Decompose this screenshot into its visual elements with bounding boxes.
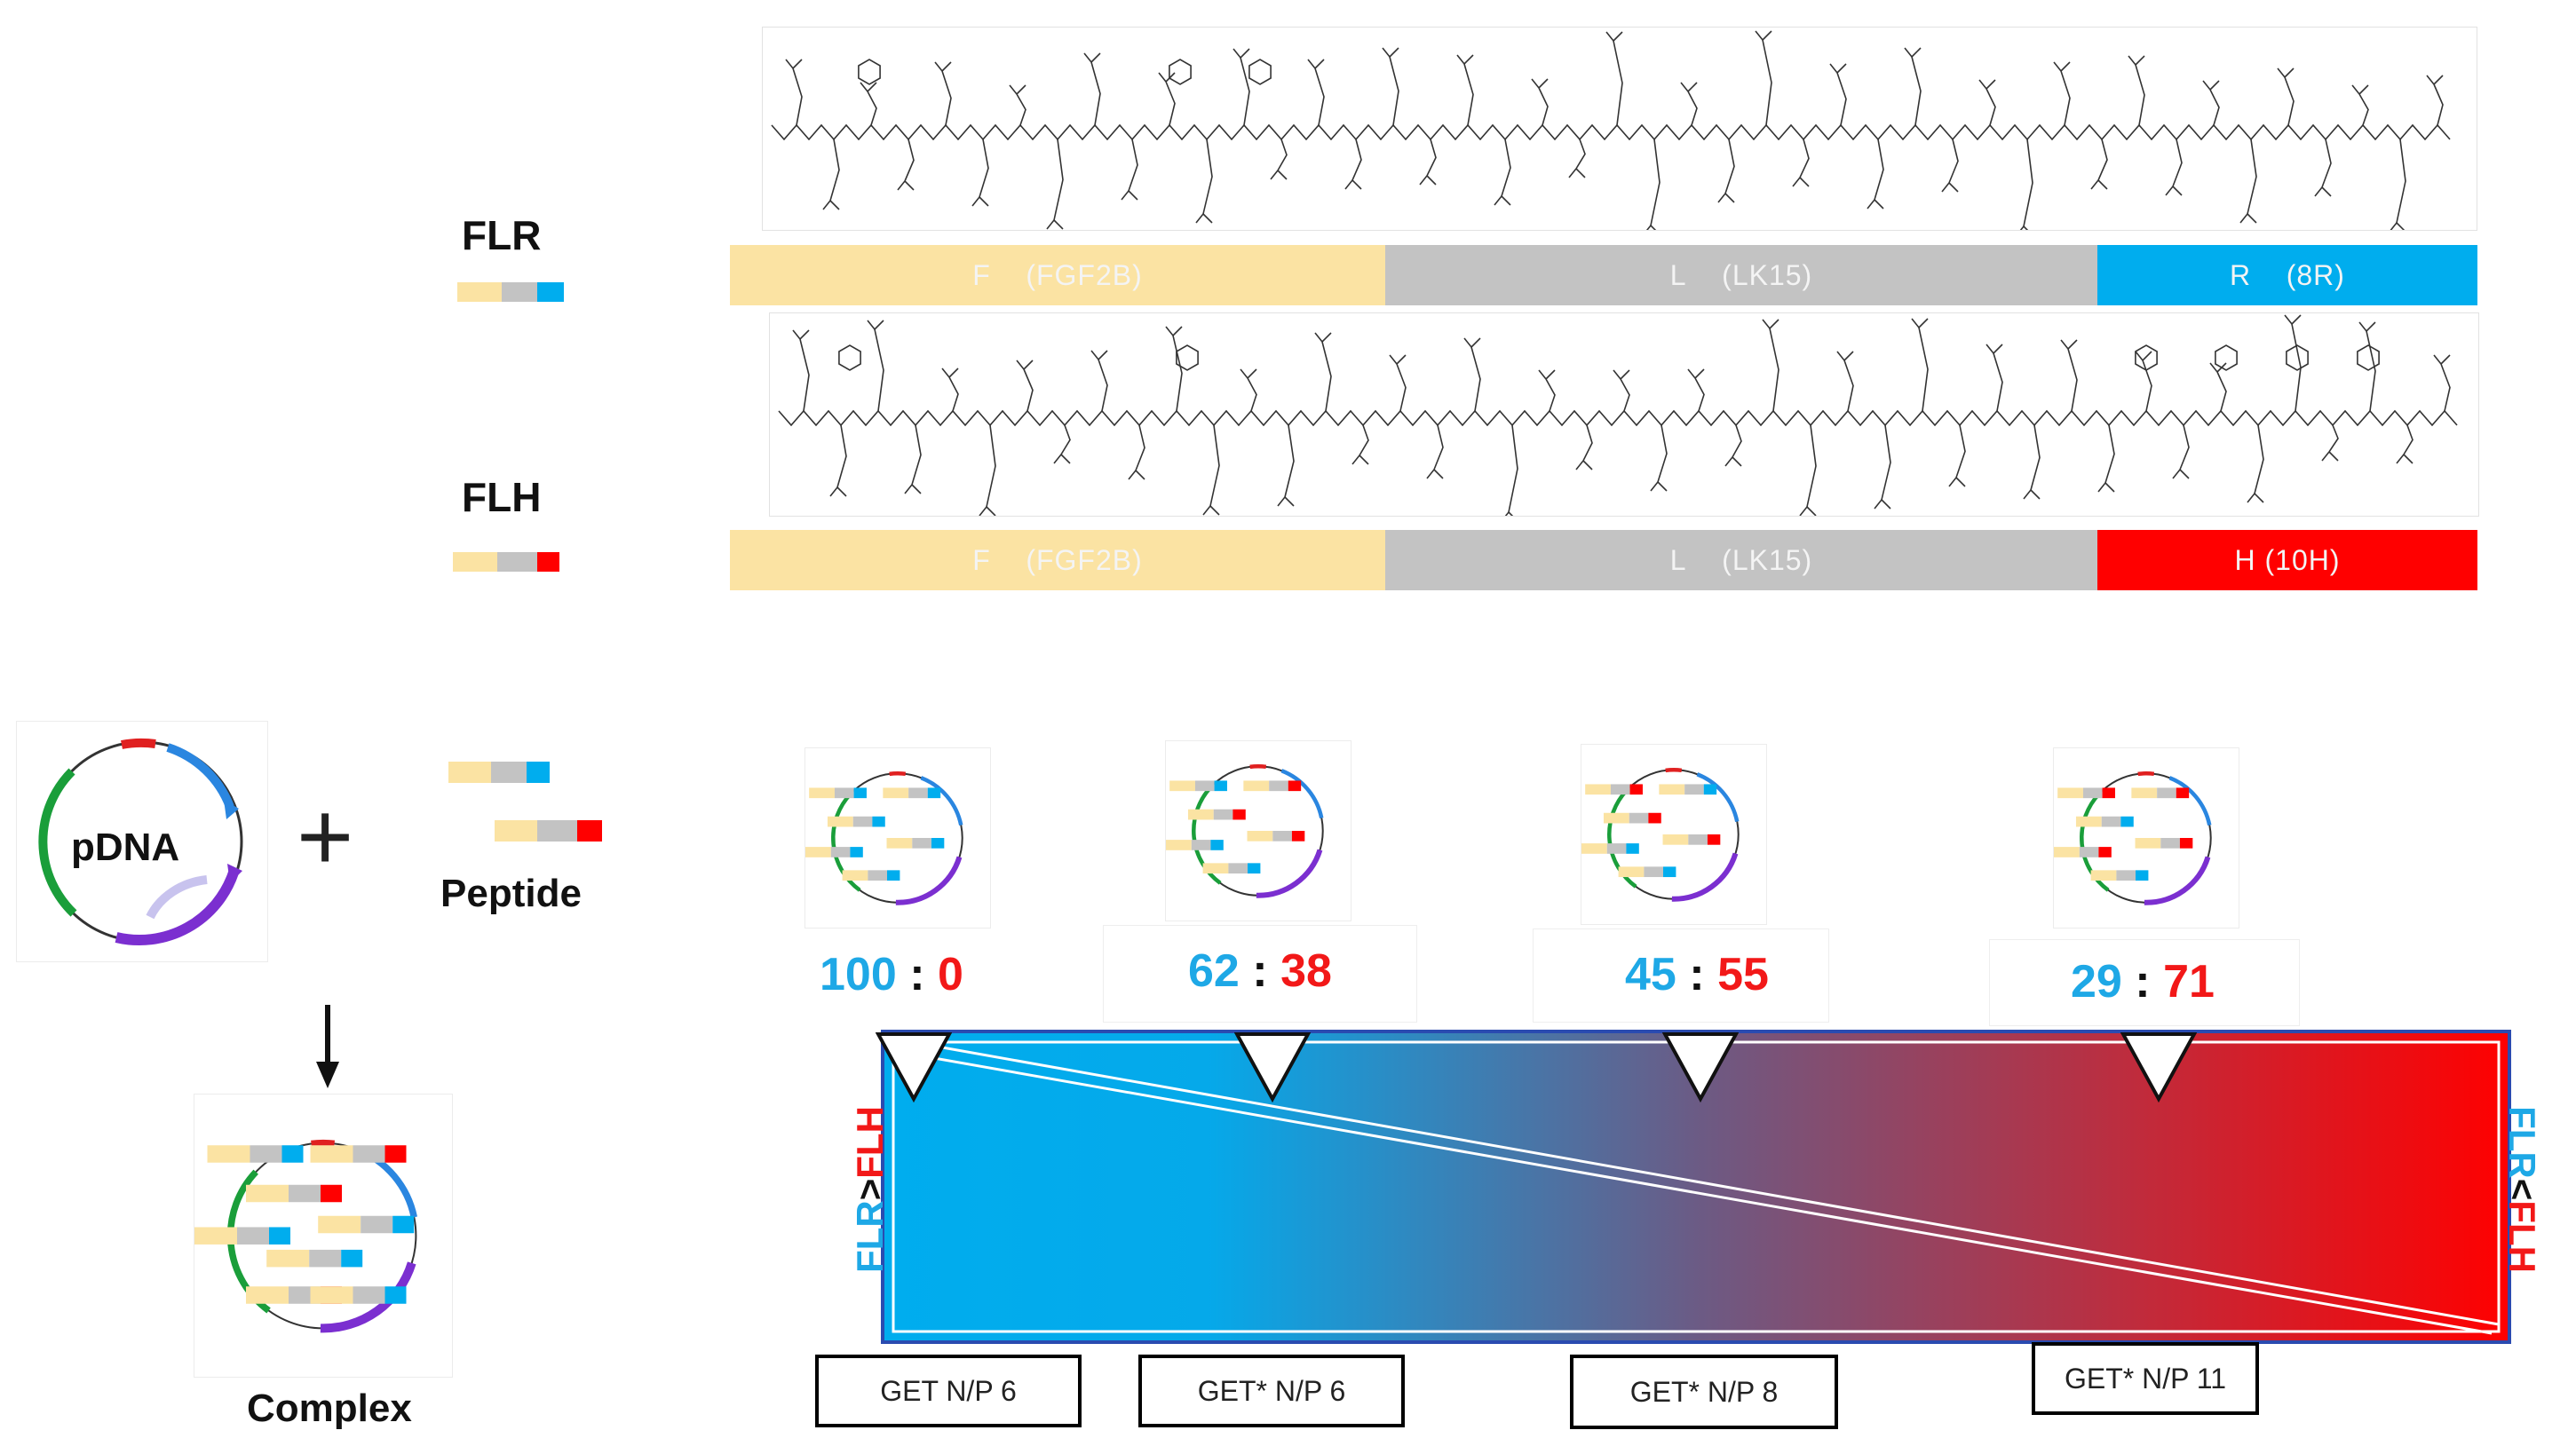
complex-label: Complex	[247, 1387, 412, 1430]
complex-icon	[194, 1094, 453, 1378]
complex-icon-ratio-4	[2053, 747, 2239, 929]
flr-label: FLR	[462, 212, 542, 258]
condition-box-3: GET* N/P 8	[1570, 1355, 1838, 1429]
ratio-label-1: 100 : 0	[820, 949, 963, 1000]
ratio-label-4: 29 : 71	[2071, 956, 2215, 1008]
complex-icon-ratio-2	[1165, 740, 1351, 921]
peptide-label: Peptide	[440, 872, 582, 915]
complex-icon-ratio-1	[805, 747, 991, 929]
marker-triangle-2	[1234, 1032, 1311, 1102]
marker-triangle-4	[2120, 1032, 2197, 1102]
flh-chemical-structure	[769, 312, 2479, 522]
flr-chemical-structure	[762, 27, 2477, 236]
flr-greater-flh-label: FLR>FLH	[848, 1106, 891, 1273]
flr-segment-f: F (FGF2B)	[730, 245, 1385, 305]
condition-box-2: GET* N/P 6	[1138, 1355, 1405, 1427]
pdna-plasmid	[16, 721, 268, 962]
flr-less-flh-label: FLR<FLH	[2501, 1106, 2543, 1273]
peptide-mixture-icon	[448, 762, 602, 842]
flh-mini-bar-icon	[453, 552, 559, 572]
flh-segment-h: H (10H)	[2097, 530, 2477, 590]
pdna-label: pDNA	[71, 826, 180, 869]
ratio-label-2: 62 : 38	[1188, 945, 1332, 997]
flh-label: FLH	[462, 474, 542, 520]
down-arrow-icon	[316, 1005, 339, 1088]
flh-segment-f: F (FGF2B)	[730, 530, 1385, 590]
flr-segment-r: R (8R)	[2097, 245, 2477, 305]
condition-box-1: GET N/P 6	[815, 1355, 1082, 1427]
plus-sign: +	[297, 782, 354, 891]
flr-segment-l: L (LK15)	[1385, 245, 2097, 305]
marker-triangle-3	[1662, 1032, 1739, 1102]
complex-icon-ratio-3	[1581, 744, 1767, 925]
condition-box-4: GET* N/P 11	[2032, 1342, 2259, 1415]
flr-domain-bar: F (FGF2B) L (LK15) R (8R)	[730, 245, 2477, 305]
marker-triangle-1	[876, 1032, 952, 1102]
flh-segment-l: L (LK15)	[1385, 530, 2097, 590]
flr-mini-bar-icon	[457, 282, 564, 302]
flh-domain-bar: F (FGF2B) L (LK15) H (10H)	[730, 530, 2477, 590]
ratio-label-3: 45 : 55	[1625, 949, 1769, 1000]
